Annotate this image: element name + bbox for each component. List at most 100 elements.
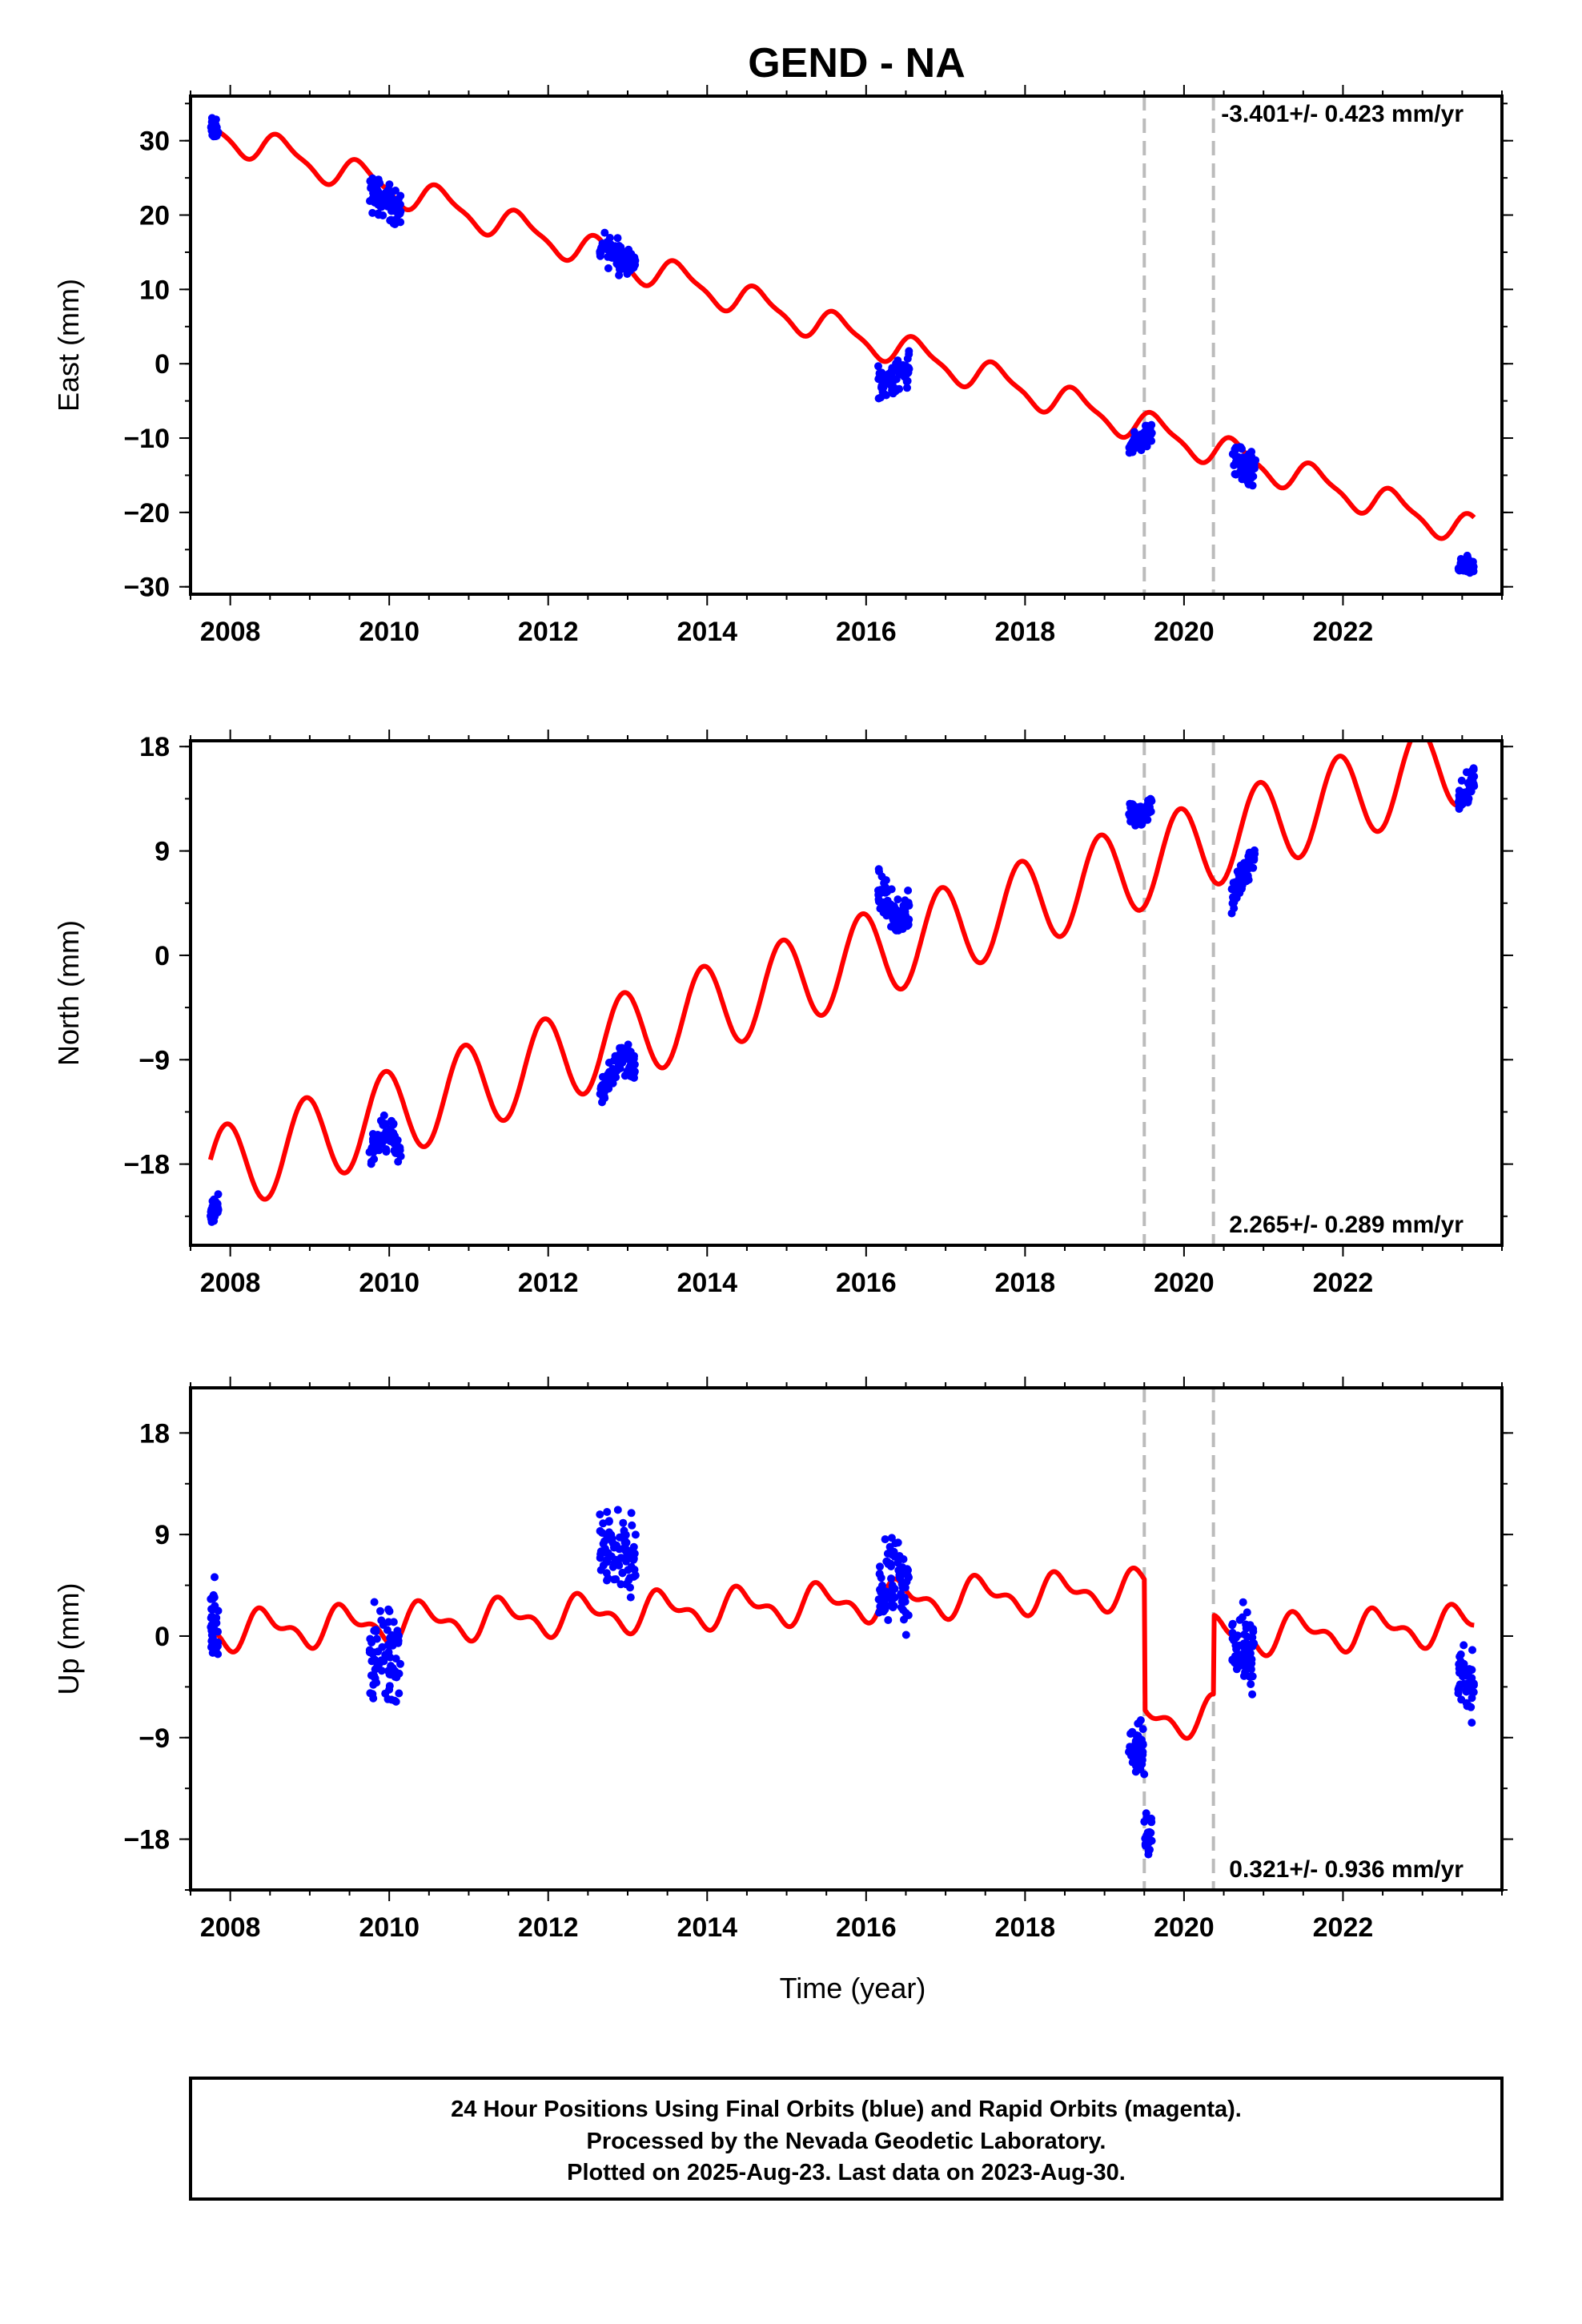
data-point (600, 228, 609, 237)
data-point (1469, 765, 1478, 774)
data-point (883, 896, 892, 905)
data-point (610, 1575, 619, 1584)
data-point (616, 1533, 624, 1542)
x-tick-label: 2020 (1154, 617, 1215, 647)
x-tick-label: 2018 (995, 1268, 1056, 1298)
data-point (374, 1647, 383, 1656)
data-point (371, 1626, 380, 1634)
data-point (1147, 420, 1156, 429)
data-point (1134, 436, 1143, 445)
model-line (207, 742, 1477, 1202)
data-point (902, 1578, 911, 1586)
data-point (1465, 1667, 1473, 1675)
data-point (377, 1140, 386, 1148)
data-point (893, 895, 902, 904)
data-point (616, 1043, 624, 1052)
data-point (1244, 852, 1253, 861)
x-tick-label: 2010 (359, 1912, 420, 1943)
y-tick-label: 30 (139, 127, 170, 157)
data-point (1130, 816, 1138, 825)
data-point (1250, 1639, 1259, 1648)
data-point (607, 1534, 616, 1542)
data-point (900, 901, 908, 910)
data-point (1463, 551, 1472, 560)
x-tick-label: 2018 (995, 617, 1056, 647)
data-point (629, 263, 638, 272)
data-point (379, 211, 387, 219)
data-point (901, 1609, 910, 1618)
data-point (1459, 792, 1468, 801)
x-tick-label: 2012 (518, 617, 579, 647)
data-point (1454, 798, 1463, 806)
model-line (208, 1566, 1476, 1741)
data-point (366, 1634, 375, 1643)
data-point (369, 1680, 378, 1689)
data-point (631, 1530, 640, 1539)
data-point (1457, 1695, 1466, 1704)
data-point (390, 1146, 399, 1155)
data-point (370, 1598, 379, 1606)
y-axis-label: East (mm) (52, 279, 85, 412)
data-point (371, 1655, 379, 1664)
data-point (902, 377, 911, 386)
data-point (877, 368, 886, 377)
data-point (596, 1526, 604, 1535)
data-point (612, 259, 621, 268)
data-point (896, 1567, 905, 1576)
data-point (385, 180, 394, 189)
data-point (876, 1562, 884, 1571)
data-point (886, 1559, 895, 1568)
data-point (1234, 452, 1243, 461)
data-point (1457, 557, 1466, 565)
data-point (1241, 1660, 1250, 1668)
footer-line-3: Plotted on 2025-Aug-23. Last data on 202… (567, 2160, 1126, 2185)
y-tick-label: −18 (123, 1825, 170, 1856)
data-point (1456, 1652, 1464, 1661)
data-point (391, 1635, 400, 1644)
data-point (626, 1070, 635, 1079)
data-point (384, 1605, 393, 1614)
data-point (213, 1206, 221, 1215)
data-point (623, 270, 632, 278)
y-axis-label: Up (mm) (52, 1583, 85, 1695)
data-point (1454, 564, 1463, 573)
data-point (889, 1603, 897, 1612)
data-point (604, 1518, 613, 1526)
data-point (613, 1057, 622, 1066)
data-point (386, 1125, 395, 1134)
data-point (611, 242, 620, 251)
rate-label: 2.265+/- 0.289 mm/yr (1229, 1212, 1464, 1238)
x-tick-label: 2020 (1154, 1912, 1215, 1943)
data-point (626, 1554, 635, 1562)
data-point (391, 1655, 400, 1663)
data-point (898, 925, 907, 933)
data-point (897, 1590, 905, 1598)
x-tick-label: 2012 (518, 1268, 579, 1298)
data-point (1143, 815, 1152, 824)
data-point (1142, 1809, 1150, 1818)
data-point (615, 1561, 624, 1570)
footer-box (189, 2077, 1504, 2201)
data-point (621, 1530, 630, 1539)
x-tick-label: 2010 (359, 1268, 420, 1298)
data-point (618, 1569, 627, 1578)
data-point (1243, 1632, 1251, 1641)
data-point (627, 1052, 636, 1061)
x-tick-label: 2008 (200, 617, 261, 647)
data-point (214, 1638, 223, 1647)
data-point (622, 1546, 631, 1555)
data-point (1127, 1751, 1135, 1760)
data-point (1249, 863, 1258, 872)
x-tick-label: 2014 (677, 617, 737, 647)
data-point (903, 368, 912, 377)
data-point (382, 197, 391, 206)
data-point (620, 1538, 629, 1546)
data-point (1235, 874, 1243, 883)
data-point (1227, 909, 1236, 918)
data-point (899, 1555, 908, 1563)
data-point (1242, 1638, 1251, 1647)
data-point (881, 1535, 889, 1544)
data-point (877, 1598, 886, 1606)
data-point (889, 1547, 898, 1556)
data-point (1247, 448, 1256, 456)
